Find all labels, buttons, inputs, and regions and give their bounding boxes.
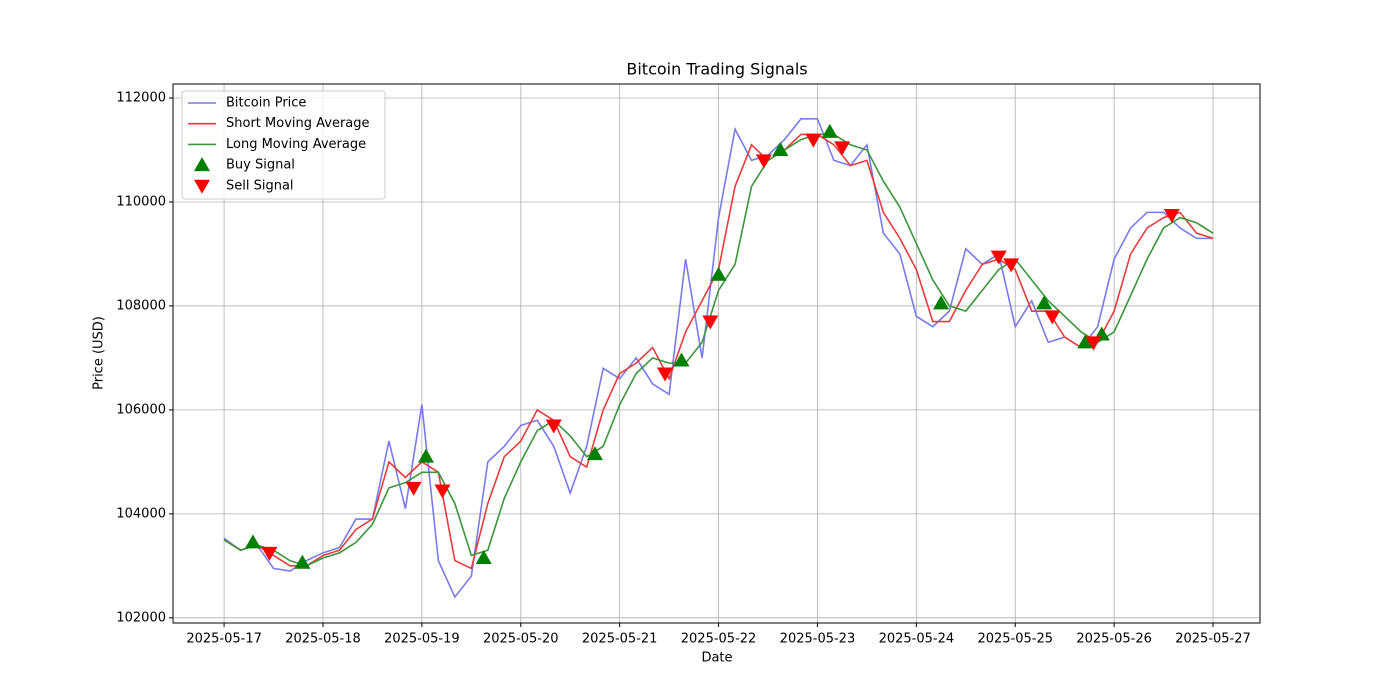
legend-box [181, 90, 386, 200]
signal-marker [1036, 295, 1053, 310]
signal-marker [673, 352, 690, 367]
x-tick-label: 2025-05-24 [879, 632, 955, 647]
x-tick-label: 2025-05-23 [780, 632, 856, 647]
series-line [223, 133, 1214, 567]
signal-marker [405, 481, 422, 496]
y-tick-label: 112000 [116, 91, 166, 106]
y-tick-label: 104000 [116, 506, 166, 521]
signal-marker [933, 295, 950, 310]
signal-marker [1163, 208, 1180, 223]
legend-label: Sell Signal [226, 178, 294, 193]
signal-marker [1077, 334, 1094, 349]
signal-marker [821, 123, 838, 138]
signal-marker [1044, 310, 1061, 325]
signal-marker [834, 141, 851, 156]
signal-marker [1085, 336, 1102, 351]
signal-marker [545, 419, 562, 434]
signal-marker [475, 550, 492, 565]
x-tick-label: 2025-05-27 [1175, 632, 1251, 647]
y-axis-label: Price (USD) [92, 316, 107, 390]
signal-marker [755, 154, 772, 169]
legend-label: Buy Signal [226, 158, 295, 173]
x-tick-label: 2025-05-20 [483, 632, 559, 647]
signal-marker [1003, 258, 1020, 273]
y-tick-label: 106000 [116, 402, 166, 417]
legend-swatch [194, 157, 210, 172]
legend: Bitcoin Price Short Moving Average Long Mo… [181, 90, 386, 200]
axes-frame [172, 83, 1261, 624]
series-line [223, 118, 1214, 599]
x-tick-label: 2025-05-18 [285, 632, 361, 647]
chart-title: Bitcoin Trading Signals [626, 60, 807, 79]
x-axis-label: Date [701, 651, 732, 666]
x-tick-label: 2025-05-19 [384, 632, 460, 647]
x-tick-label: 2025-05-17 [186, 632, 262, 647]
legend-label: Short Moving Average [226, 116, 370, 131]
signal-marker [294, 554, 311, 569]
signal-marker [710, 266, 727, 281]
x-tick-label: 2025-05-22 [681, 632, 757, 647]
signal-marker [805, 133, 822, 148]
signal-marker [434, 484, 451, 499]
legend-swatch [194, 179, 210, 194]
legend-label: Long Moving Average [226, 137, 366, 152]
y-tick-label: 102000 [116, 610, 166, 625]
signal-marker [586, 446, 603, 461]
signal-marker [656, 367, 673, 382]
signal-marker [990, 250, 1007, 265]
x-tick-label: 2025-05-25 [977, 632, 1053, 647]
signal-marker [261, 546, 278, 561]
y-tick-label: 110000 [116, 194, 166, 209]
signal-marker [244, 534, 261, 549]
signal-marker [702, 315, 719, 330]
signal-marker [772, 142, 789, 157]
y-tick-label: 108000 [116, 298, 166, 313]
legend-label: Bitcoin Price [226, 96, 306, 111]
signal-marker [418, 448, 435, 463]
x-tick-label: 2025-05-26 [1076, 632, 1152, 647]
x-tick-label: 2025-05-21 [582, 632, 658, 647]
